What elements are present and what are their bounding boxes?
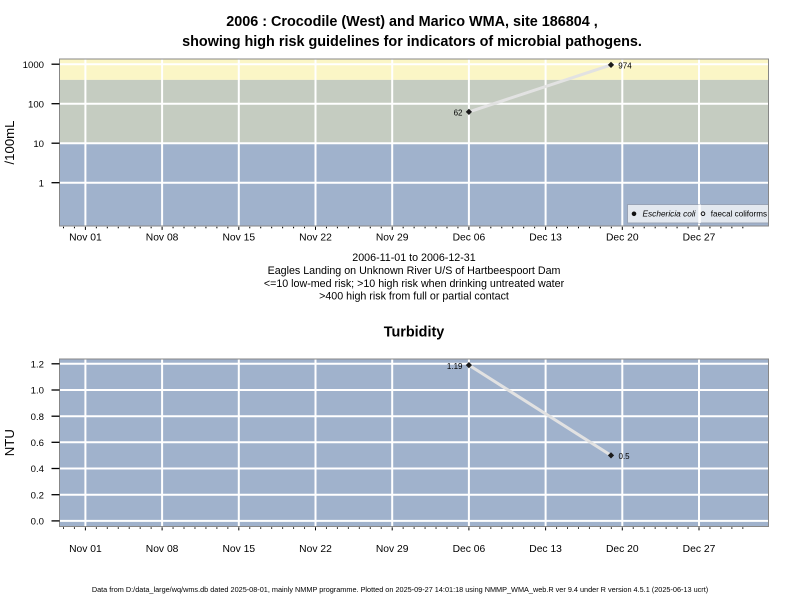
svg-text:Dec 20: Dec 20: [606, 544, 639, 555]
svg-text:1.2: 1.2: [31, 359, 44, 370]
svg-text:10: 10: [33, 139, 44, 150]
svg-text:974: 974: [618, 62, 632, 71]
svg-text:Eschericia coli: Eschericia coli: [643, 209, 697, 219]
svg-text:Nov 15: Nov 15: [222, 233, 255, 244]
svg-text:Nov 01: Nov 01: [69, 233, 102, 244]
svg-text:Nov 22: Nov 22: [299, 233, 332, 244]
svg-text:Eagles Landing on Unknown Rive: Eagles Landing on Unknown River U/S of H…: [268, 265, 561, 277]
svg-text:0.0: 0.0: [31, 517, 44, 528]
svg-text:Dec 06: Dec 06: [453, 544, 486, 555]
svg-text:2006 : Crocodile (West) and Ma: 2006 : Crocodile (West) and Marico WMA, …: [226, 14, 598, 30]
svg-text:faecal coliforms: faecal coliforms: [711, 210, 767, 219]
svg-text:Dec 13: Dec 13: [529, 544, 562, 555]
svg-text:Dec 20: Dec 20: [606, 233, 639, 244]
svg-text:Dec 06: Dec 06: [453, 233, 486, 244]
svg-text:0.4: 0.4: [31, 464, 45, 475]
svg-text:Nov 15: Nov 15: [222, 544, 255, 555]
svg-text:62: 62: [454, 109, 463, 118]
svg-text:Data from D:/data_large/wq/wms: Data from D:/data_large/wq/wms.db dated …: [92, 585, 708, 594]
svg-text:Nov 01: Nov 01: [69, 544, 102, 555]
svg-text:Nov 08: Nov 08: [146, 233, 179, 244]
svg-text:showing high risk guidelines f: showing high risk guidelines for indicat…: [182, 34, 642, 50]
svg-text:0.8: 0.8: [31, 412, 44, 423]
svg-text:Dec 13: Dec 13: [529, 233, 562, 244]
svg-text:<=10 low-med risk; >10 high ri: <=10 low-med risk; >10 high risk when dr…: [264, 278, 565, 290]
svg-text:1000: 1000: [23, 60, 44, 71]
svg-text:0.5: 0.5: [619, 452, 631, 461]
svg-text:>400 high risk from full or pa: >400 high risk from full or partial cont…: [319, 291, 509, 303]
svg-text:0.2: 0.2: [31, 490, 44, 501]
svg-text:NTU: NTU: [2, 429, 17, 456]
svg-text:Dec 27: Dec 27: [683, 544, 716, 555]
svg-text:Nov 29: Nov 29: [376, 544, 409, 555]
svg-text:0.6: 0.6: [31, 438, 44, 449]
svg-text:/100mL: /100mL: [2, 121, 17, 165]
svg-text:Dec 27: Dec 27: [683, 233, 716, 244]
svg-text:Nov 29: Nov 29: [376, 233, 409, 244]
svg-text:1.0: 1.0: [31, 386, 44, 397]
svg-text:2006-11-01 to 2006-12-31: 2006-11-01 to 2006-12-31: [352, 252, 475, 264]
svg-text:Nov 22: Nov 22: [299, 544, 332, 555]
svg-text:1.19: 1.19: [447, 362, 463, 371]
svg-text:1: 1: [39, 178, 44, 189]
svg-text:100: 100: [28, 99, 44, 110]
svg-text:Nov 08: Nov 08: [146, 544, 179, 555]
svg-text:Turbidity: Turbidity: [384, 324, 445, 340]
